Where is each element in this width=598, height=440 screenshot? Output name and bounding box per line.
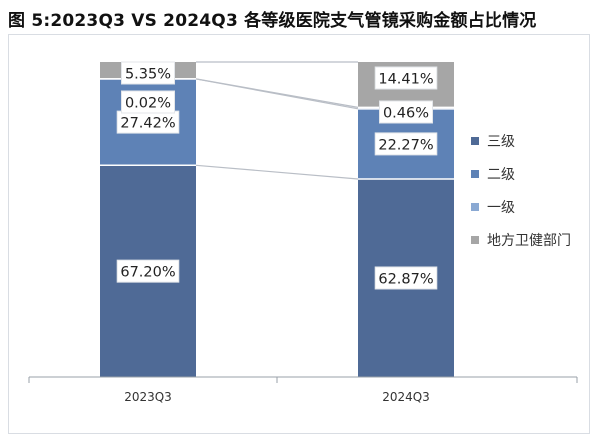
chart-frame: 67.20% 27.42% 5.35% 0.02% 62.87% 22.27% 14.41%… [8, 34, 590, 434]
legend-swatch [471, 203, 479, 211]
data-label: 67.20% [120, 265, 175, 281]
data-label-二级: 22.27% [374, 132, 438, 156]
legend-label: 二级 [487, 167, 515, 183]
legend-swatch [471, 236, 479, 244]
data-label: 0.02% [125, 96, 171, 112]
data-label: 5.35% [125, 67, 171, 83]
data-label: 27.42% [120, 116, 175, 132]
legend-label: 三级 [487, 134, 515, 150]
data-label-三级: 62.87% [374, 266, 438, 290]
data-label: 62.87% [378, 271, 433, 287]
legend-label: 地方卫健部门 [487, 233, 571, 249]
data-label-box [121, 61, 175, 85]
legend-label: 一级 [487, 200, 515, 216]
connector-line [195, 78, 359, 108]
title-bar: 图 5:2023Q3 VS 2024Q3 各等级医院支气管镜采购金额占比情况 [0, 0, 598, 34]
data-label-box [379, 100, 433, 124]
legend-swatch [471, 170, 479, 178]
legend-swatch [471, 137, 479, 145]
chart-title: 图 5:2023Q3 VS 2024Q3 各等级医院支气管镜采购金额占比情况 [8, 11, 537, 31]
data-label-一级: 0.46% [379, 100, 433, 124]
data-label-二级: 27.42% [116, 110, 180, 134]
data-label-box [374, 266, 438, 290]
connector-line [195, 164, 359, 180]
data-label-地方卫健部门: 14.41% [374, 66, 438, 90]
connector-lines [195, 61, 359, 180]
x-tick-label: 2023Q3 [124, 390, 172, 404]
data-label-box [116, 259, 180, 283]
data-label-box [374, 132, 438, 156]
data-label: 14.41% [378, 72, 433, 88]
data-label-三级: 67.20% [116, 259, 180, 283]
stacked-bar-chart: 67.20% 27.42% 5.35% 0.02% 62.87% 22.27% 14.41%… [28, 61, 578, 404]
data-label-box [121, 90, 175, 114]
data-label: 0.46% [383, 106, 429, 122]
data-label-box [374, 66, 438, 90]
x-tick-label: 2024Q3 [382, 390, 430, 404]
data-label-一级: 0.02% [121, 90, 175, 114]
data-label: 22.27% [378, 137, 433, 153]
data-label-地方卫健部门: 5.35% [121, 61, 175, 85]
